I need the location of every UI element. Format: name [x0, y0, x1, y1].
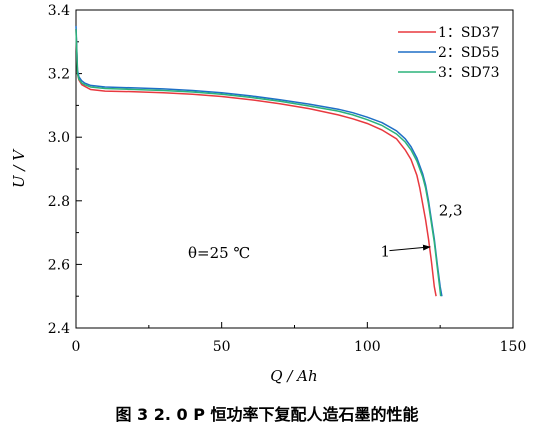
x-tick-label: 50 — [213, 339, 231, 355]
legend-label-2: 2：SD55 — [438, 45, 500, 61]
y-tick-label: 2.8 — [48, 194, 70, 210]
legend: 1：SD37 2：SD55 3：SD73 — [398, 25, 500, 81]
axis-ticks: 0 50 100 150 2.4 2.6 2.8 3.0 3.2 3.4 — [48, 3, 527, 355]
annotation-arrow — [389, 244, 431, 252]
x-tick-label: 150 — [500, 339, 527, 355]
temperature-annotation: θ=25 ℃ — [188, 244, 250, 262]
y-tick-label: 3.4 — [48, 3, 70, 19]
series-line-3 — [75, 29, 442, 297]
legend-label-1: 1：SD37 — [438, 25, 500, 41]
x-axis-label: Q / Ah — [270, 367, 317, 385]
x-tick-label: 0 — [72, 339, 81, 355]
legend-label-3: 3：SD73 — [438, 65, 500, 81]
series-line-1 — [75, 29, 437, 297]
series-lines — [75, 25, 443, 297]
curve-annotation-2: 2,3 — [439, 201, 463, 219]
y-axis-label: U / V — [10, 148, 28, 188]
annotations: 12,3 — [380, 201, 462, 260]
y-tick-label: 3.2 — [48, 67, 70, 83]
y-tick-label: 2.4 — [48, 321, 70, 337]
x-tick-label: 100 — [354, 339, 381, 355]
curve-annotation-1: 1 — [380, 243, 390, 261]
figure-caption: 图 3 2. 0 P 恒功率下复配人造石墨的性能 — [115, 405, 418, 424]
y-tick-label: 2.6 — [48, 257, 70, 273]
y-tick-label: 3.0 — [48, 130, 70, 146]
